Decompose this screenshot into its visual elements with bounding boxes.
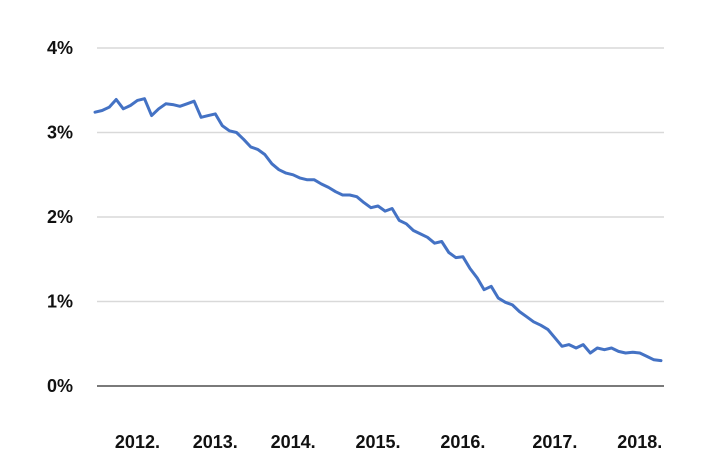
x-axis-label: 2015. bbox=[355, 432, 400, 452]
data-series-line bbox=[93, 97, 663, 363]
y-axis-label: 1% bbox=[47, 292, 73, 312]
y-axis-label: 4% bbox=[47, 38, 73, 58]
y-axis-label: 0% bbox=[47, 376, 73, 396]
x-axis-label: 2018. bbox=[617, 432, 662, 452]
x-axis-label: 2012. bbox=[115, 432, 160, 452]
x-axis-label: 2013. bbox=[193, 432, 238, 452]
x-axis-label: 2016. bbox=[440, 432, 485, 452]
x-axis-label: 2014. bbox=[271, 432, 316, 452]
x-axis-label: 2017. bbox=[532, 432, 577, 452]
y-axis-label: 3% bbox=[47, 123, 73, 143]
y-axis-label: 2% bbox=[47, 207, 73, 227]
